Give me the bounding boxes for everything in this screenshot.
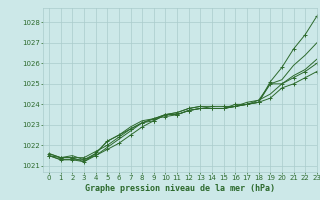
X-axis label: Graphe pression niveau de la mer (hPa): Graphe pression niveau de la mer (hPa) <box>85 184 275 193</box>
